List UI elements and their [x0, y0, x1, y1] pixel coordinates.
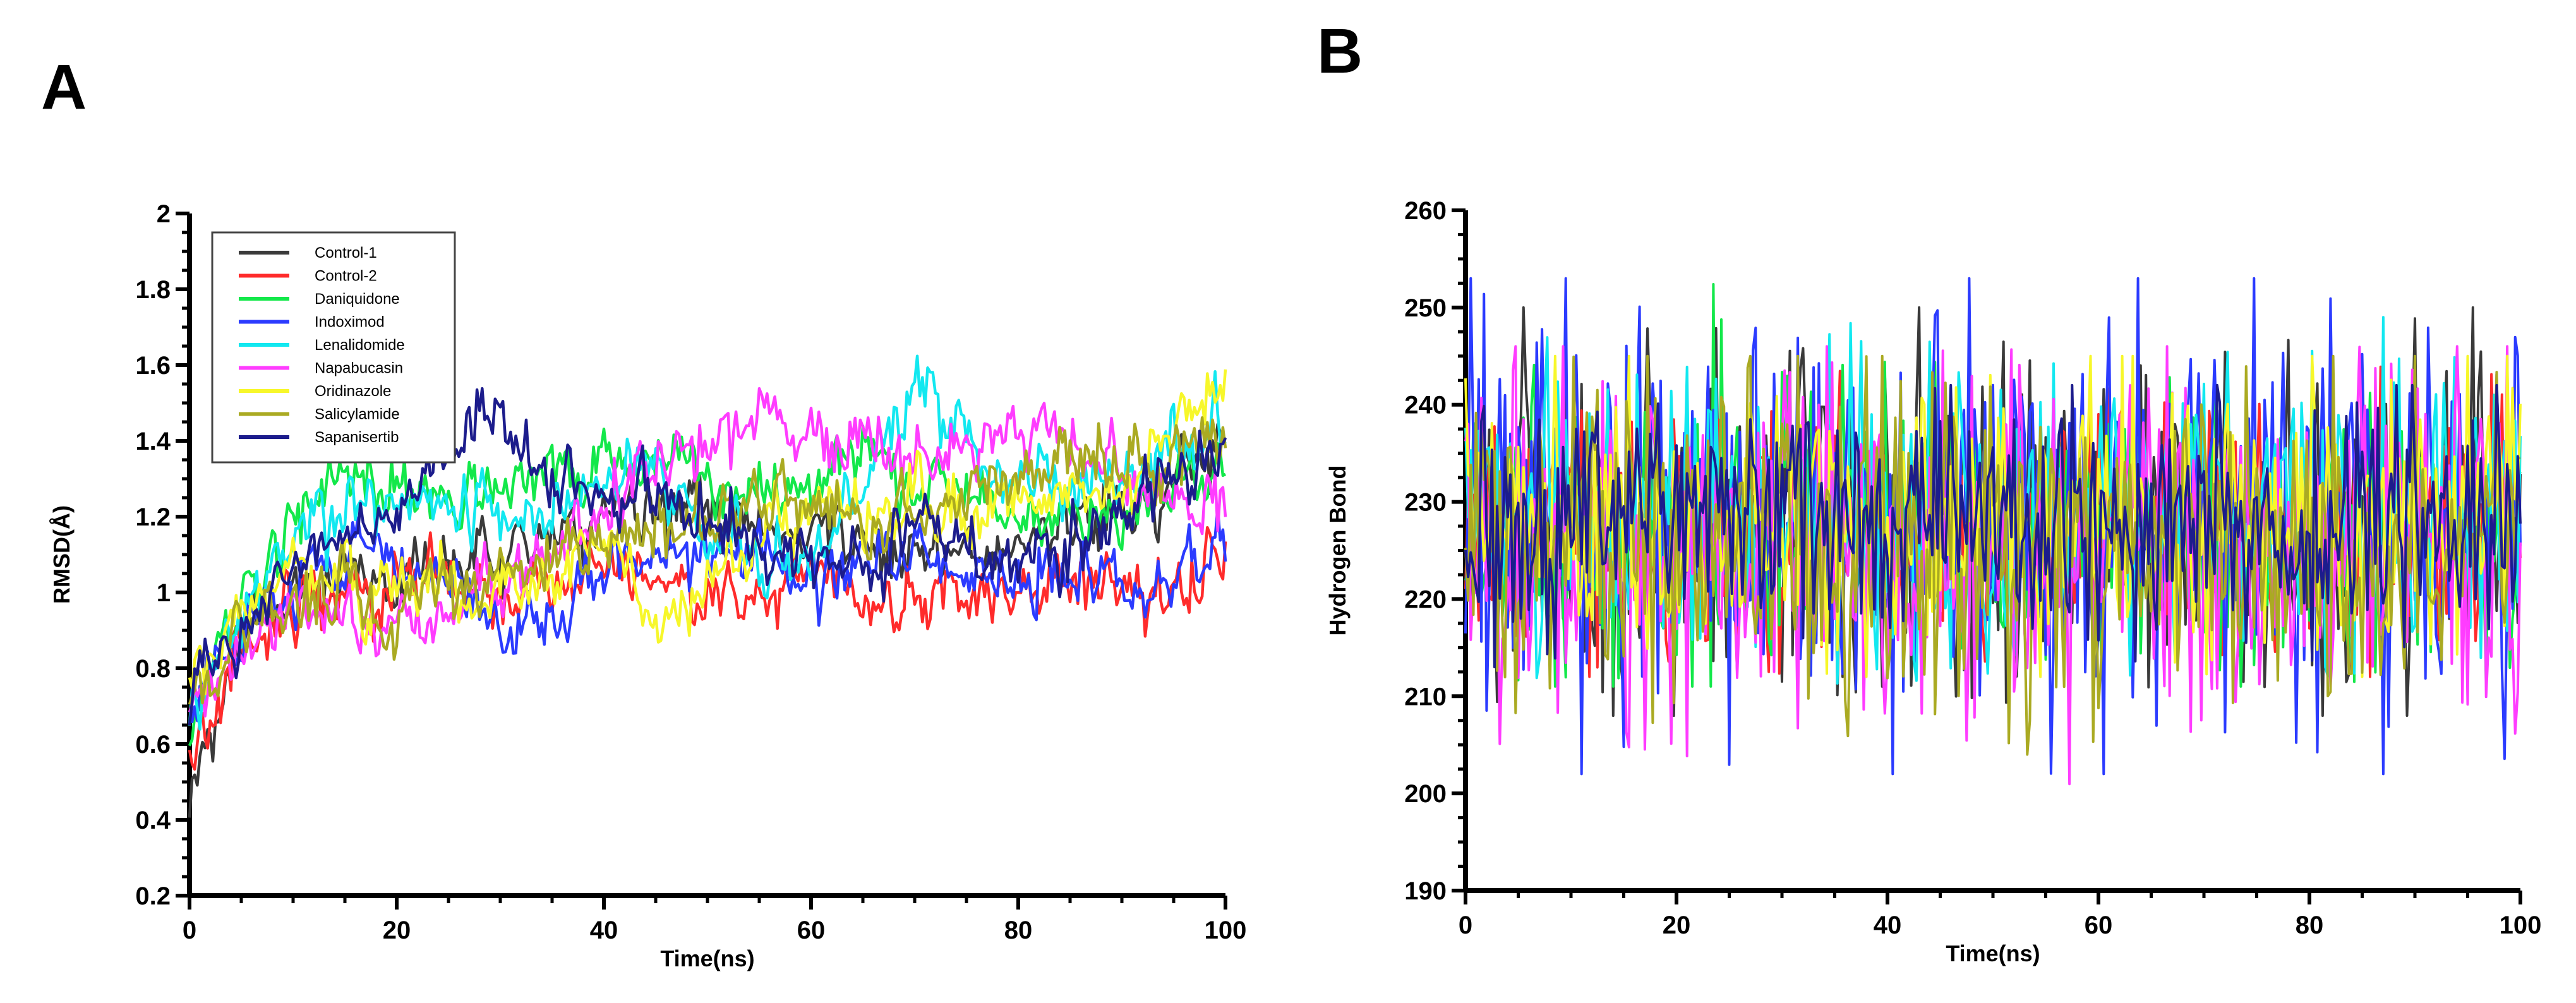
a-y-tick-label: 0.2 [135, 882, 171, 910]
a-legend: Control-1 Control-2 Daniquidone Indoximod Le… [211, 231, 456, 464]
b-y-tick-label: 190 [1404, 877, 1447, 905]
b-y-tick-label: 220 [1404, 586, 1447, 613]
panel-letter-b: B [1317, 16, 1363, 87]
b-x-axis-title: Time(ns) [1946, 940, 2040, 966]
a-y-tick-label: 1.6 [135, 352, 171, 380]
b-y-tick-label: 260 [1404, 197, 1447, 225]
b-series-sapanisertib [1464, 383, 2522, 669]
a-y-tick-label: 0.4 [135, 807, 171, 834]
panel-letter-a: A [41, 52, 87, 123]
b-x-tick-label: 40 [1874, 911, 1902, 939]
a-legend-label: Indoximod [315, 314, 385, 331]
a-y-tick-label: 0.8 [135, 655, 171, 683]
a-legend-box [211, 231, 456, 464]
a-y-tick-label: 0.6 [135, 731, 171, 759]
a-x-tick-label: 60 [797, 916, 826, 944]
b-y-axis-title: Hydrogen Bond [1325, 465, 1351, 636]
b-x-tick-label: 60 [2085, 911, 2113, 939]
rmsd-chart: 0.20.40.60.811.21.41.61.820 20 40 60 80 100Ti… [49, 200, 1246, 971]
a-series-group [188, 354, 1227, 818]
a-y-tick-label: 1.8 [135, 276, 171, 304]
a-y-axis-title: RMSD(Å) [49, 505, 75, 604]
a-legend-label: Napabucasin [315, 360, 403, 377]
a-legend-label: Control-1 [315, 244, 377, 261]
a-legend-label: Control-2 [315, 268, 377, 285]
a-y-tick-label: 1.2 [135, 503, 171, 531]
b-x-tick-label: 100 [2500, 911, 2542, 939]
b-x-tick-label: 80 [2296, 911, 2324, 939]
b-series-group [1464, 277, 2522, 786]
b-y-tick-label: 200 [1404, 780, 1447, 808]
a-legend-label: Oridinazole [315, 383, 391, 400]
hydrogen-bond-chart: 190 200 210 220 230 240 250 260 0 20 40 60 80 100 Time… [1325, 197, 2541, 966]
a-series-daniquidone [188, 424, 1227, 747]
a-x-tick-label: 0 [183, 916, 196, 944]
a-legend-label: Daniquidone [315, 291, 400, 308]
a-x-tick-label: 20 [383, 916, 411, 944]
a-y-tick-label: 2 [157, 200, 171, 228]
a-y-tick-label: 1.4 [135, 428, 171, 455]
a-series-oridinazole [188, 369, 1227, 695]
a-legend-label: Lenalidomide [315, 337, 405, 354]
a-x-axis-title: Time(ns) [660, 946, 754, 971]
a-series-control-1 [188, 423, 1227, 818]
a-x-tick-label: 80 [1004, 916, 1033, 944]
a-legend-label: Sapanisertib [315, 429, 399, 446]
a-x-tick-label: 40 [590, 916, 618, 944]
b-y-tick-label: 210 [1404, 683, 1447, 711]
b-x-tick-label: 20 [1663, 911, 1691, 939]
b-y-tick-label: 230 [1404, 489, 1447, 517]
a-x-tick-label: 100 [1205, 916, 1247, 944]
a-series-sapanisertib [188, 387, 1227, 726]
b-y-tick-label: 250 [1404, 294, 1447, 322]
b-y-tick-label: 240 [1404, 392, 1447, 419]
a-y-tick-label: 1 [157, 579, 171, 607]
b-x-tick-label: 0 [1459, 911, 1472, 939]
a-legend-label: Salicylamide [315, 406, 400, 423]
